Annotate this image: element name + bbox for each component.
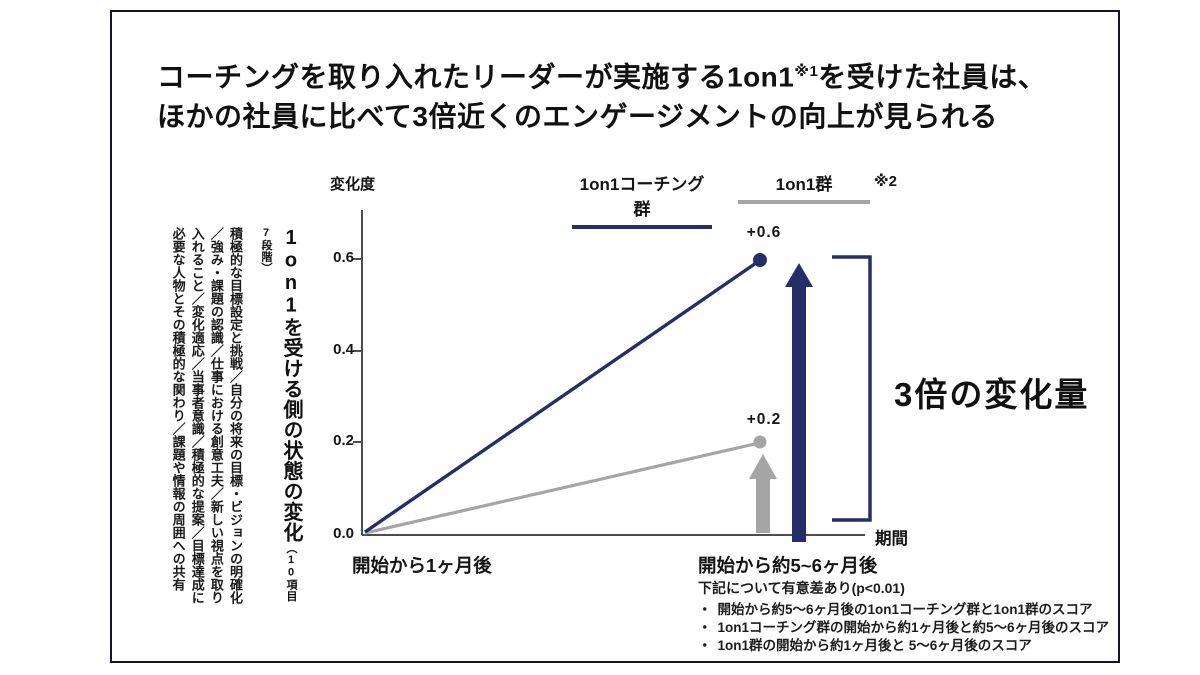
bullet-icon: ・ — [698, 620, 712, 635]
data-point-1on1 — [753, 435, 767, 449]
title-line1-pre: コーチングを取り入れたリーダーが実施する1on1 — [157, 61, 795, 93]
footnote-bullet-1: ・ 開始から約5～6ヶ月後の1on1コーチング群と1on1群のスコア — [698, 601, 1109, 619]
x-axis-label: 期間 — [875, 530, 908, 548]
legend-item-coaching: 1on1コーチング群 — [572, 170, 712, 229]
legend-label-coaching: 1on1コーチング群 — [579, 175, 705, 219]
series-line-coaching — [364, 259, 760, 534]
x-tick-label-end: 開始から約5~6ヶ月後 — [698, 555, 878, 576]
title-line1-post: を受けた社員は、 — [818, 61, 1047, 93]
bullet-icon: ・ — [698, 638, 712, 653]
y-tick-label-00: 0.0 — [333, 525, 354, 542]
difference-bracket — [832, 255, 872, 522]
footnote-bullet-3-text: 1on1群の開始から約1ヶ月後と 5～6ヶ月後のスコア — [717, 638, 1032, 653]
y-tick-label-04: 0.4 — [333, 341, 354, 358]
series-line-1on1 — [364, 441, 760, 535]
figure-card: コーチングを取り入れたリーダーが実施する1on1※1を受けた社員は、 ほかの社員… — [110, 10, 1120, 663]
y-tick-label-02: 0.2 — [333, 432, 354, 449]
point-value-label-1on1: +0.2 — [746, 411, 782, 428]
left-vertical-panel: 1on1を受ける側の状態の変化（10項目7段階） 積極的な目標設定と挑戦／自分の… — [169, 227, 306, 609]
vertical-title-sub: （10項目7段階） — [260, 227, 297, 602]
line-chart — [353, 210, 872, 542]
point-value-label-coaching: +0.6 — [746, 224, 782, 241]
footnote-bullet-3: ・ 1on1群の開始から約1ヶ月後と 5～6ヶ月後のスコア — [698, 637, 1109, 655]
significance-footnote: 下記について有意差あり(p<0.01) ・ 開始から約5～6ヶ月後の1on1コー… — [698, 578, 1109, 655]
vertical-items-list: 積極的な目標設定と挑戦／自分の将来の目標・ビジョンの明確化／強み・課題の認識／仕… — [170, 227, 243, 604]
legend-item-1on1: 1on1群 — [738, 170, 870, 204]
footnote-bullet-2: ・ 1on1コーチング群の開始から約1ヶ月後と約5～6ヶ月後のスコア — [698, 619, 1109, 637]
legend-footnote-ref: ※2 — [874, 173, 897, 190]
navy-up-arrow-icon — [785, 263, 813, 542]
vertical-title-text: 1on1を受ける側の状態の変化 — [280, 227, 302, 543]
vertical-axis-title: 1on1を受ける側の状態の変化（10項目7段階） — [254, 227, 306, 609]
legend-swatch-gray — [738, 200, 870, 204]
legend-label-1on1: 1on1群 — [775, 175, 833, 194]
y-tick-label-06: 0.6 — [333, 249, 354, 266]
y-axis-label: 変化度 — [330, 176, 376, 193]
gray-up-arrow-icon — [749, 454, 777, 533]
page-title: コーチングを取り入れたリーダーが実施する1on1※1を受けた社員は、 ほかの社員… — [157, 52, 1107, 137]
title-line2: ほかの社員に比べて3倍近くのエンゲージメントの向上が見られる — [157, 101, 998, 133]
footnote-bullet-2-text: 1on1コーチング群の開始から約1ヶ月後と約5～6ヶ月後のスコア — [717, 620, 1110, 635]
x-tick-label-start: 開始から1ヶ月後 — [352, 555, 492, 576]
title-footnote-ref: ※1 — [794, 63, 819, 80]
data-point-coaching — [753, 253, 767, 267]
bullet-icon: ・ — [698, 602, 712, 617]
triple-change-annotation: 3倍の変化量 — [894, 376, 1090, 413]
footnote-bullet-1-text: 開始から約5～6ヶ月後の1on1コーチング群と1on1群のスコア — [717, 602, 1093, 617]
legend-swatch-navy — [572, 225, 712, 229]
footnote-heading: 下記について有意差あり(p<0.01) — [698, 580, 905, 596]
